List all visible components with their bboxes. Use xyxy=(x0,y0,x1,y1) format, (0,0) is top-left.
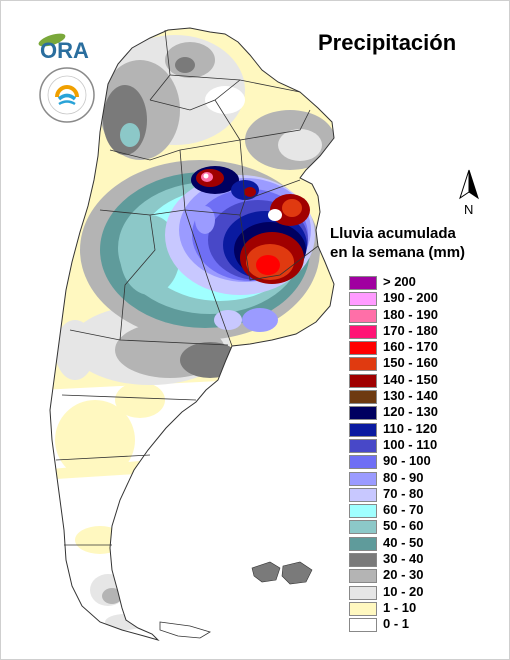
page-title: Precipitación xyxy=(318,30,457,55)
legend-swatch xyxy=(349,455,377,470)
legend-swatch xyxy=(349,292,377,307)
legend-swatch xyxy=(349,618,377,633)
legend-label: 40 - 50 xyxy=(383,534,424,550)
malvinas-islands xyxy=(251,561,313,585)
legend-label: 170 - 180 xyxy=(383,322,438,338)
legend-label: > 200 xyxy=(383,274,416,289)
legend-swatch xyxy=(349,536,377,551)
legend-label: 190 - 200 xyxy=(383,290,438,306)
ora-logo-text: ORA xyxy=(40,38,89,62)
legend-swatch xyxy=(349,324,377,339)
legend-label: 100 - 110 xyxy=(383,436,438,452)
legend-label: 10 - 20 xyxy=(383,583,424,599)
legend-swatch xyxy=(349,357,377,372)
legend-label: 180 - 190 xyxy=(383,306,438,322)
legend-label: 30 - 40 xyxy=(383,551,424,567)
legend-label: 80 - 90 xyxy=(383,469,424,485)
north-label: N xyxy=(464,202,473,217)
legend-title-line2: en la semana (mm) xyxy=(330,244,466,261)
legend-label: 60 - 70 xyxy=(383,502,424,518)
legend-swatch xyxy=(349,390,377,405)
legend-swatch xyxy=(349,471,377,486)
ora-logo: ORA xyxy=(38,33,89,62)
legend-swatch xyxy=(349,438,377,453)
legend-label: 150 - 160 xyxy=(383,355,438,371)
north-arrow-icon: N xyxy=(459,169,479,217)
legend-label: 70 - 80 xyxy=(383,485,424,501)
legend-swatch xyxy=(349,308,377,323)
legend-swatch xyxy=(349,504,377,519)
legend-swatch xyxy=(349,487,377,502)
legend-label: 1 - 10 xyxy=(383,599,417,615)
legend-swatch xyxy=(349,601,377,616)
legend-swatch xyxy=(349,341,377,356)
legend-swatch xyxy=(349,520,377,535)
legend-swatch xyxy=(349,276,377,290)
legend-swatch xyxy=(349,553,377,568)
legend-swatch xyxy=(349,373,377,388)
legend-swatch xyxy=(349,585,377,600)
legend-title: Lluvia acumulada en la semana (mm) xyxy=(330,224,465,262)
legend-title-line1: Lluvia acumulada xyxy=(330,225,456,242)
legend-label: 20 - 30 xyxy=(383,567,424,583)
legend-label: 90 - 100 xyxy=(383,453,431,469)
legend-swatch xyxy=(349,422,377,437)
legend-label: 120 - 130 xyxy=(383,404,438,420)
legend-label: 140 - 150 xyxy=(383,371,438,387)
legend-swatch xyxy=(349,569,377,584)
legend-label: 130 - 140 xyxy=(383,388,438,404)
legend-label: 50 - 60 xyxy=(383,518,424,534)
legend-label: 110 - 120 xyxy=(383,420,438,436)
legend-swatch xyxy=(349,406,377,421)
institute-seal xyxy=(39,67,95,123)
legend-label: 0 - 1 xyxy=(383,616,410,632)
legend-label: 160 - 170 xyxy=(383,339,438,355)
